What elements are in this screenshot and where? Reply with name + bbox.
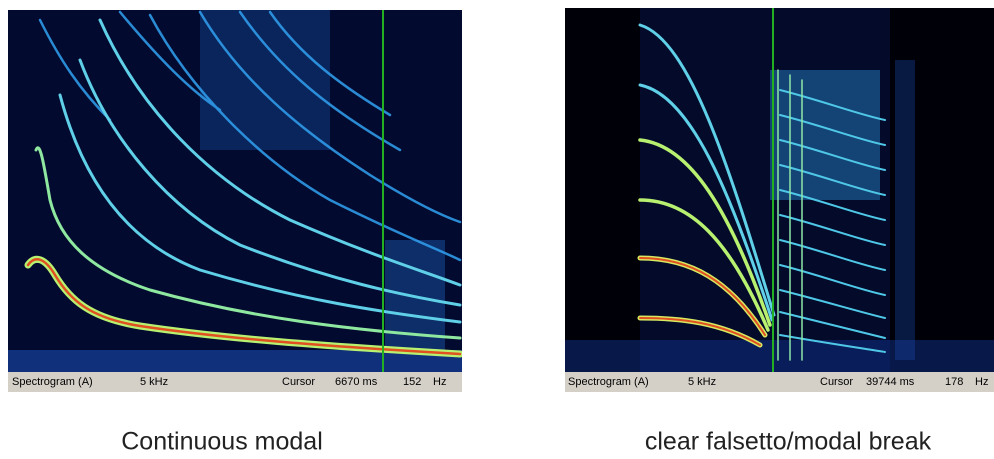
status-frequency: 152	[403, 376, 421, 388]
status-unit: Hz	[975, 376, 988, 388]
caption: Continuous modal	[121, 428, 323, 456]
status-time: 39744 ms	[866, 376, 915, 388]
status-mode: Spectrogram (A)	[568, 376, 649, 388]
status-unit: Hz	[433, 376, 446, 388]
status-mode: Spectrogram (A)	[12, 376, 93, 388]
status-cursor-label: Cursor	[820, 376, 853, 388]
status-range: 5 kHz	[140, 376, 168, 388]
status-frequency: 178	[945, 376, 963, 388]
status-cursor-label: Cursor	[282, 376, 315, 388]
spectrogram-left: Spectrogram (A) 5 kHz Cursor 6670 ms 152…	[8, 10, 462, 392]
status-time: 6670 ms	[335, 376, 378, 388]
caption: clear falsetto/modal break	[645, 428, 932, 456]
spectrogram-right: Spectrogram (A) 5 kHz Cursor 39744 ms 17…	[565, 8, 994, 392]
status-range: 5 kHz	[688, 376, 716, 388]
